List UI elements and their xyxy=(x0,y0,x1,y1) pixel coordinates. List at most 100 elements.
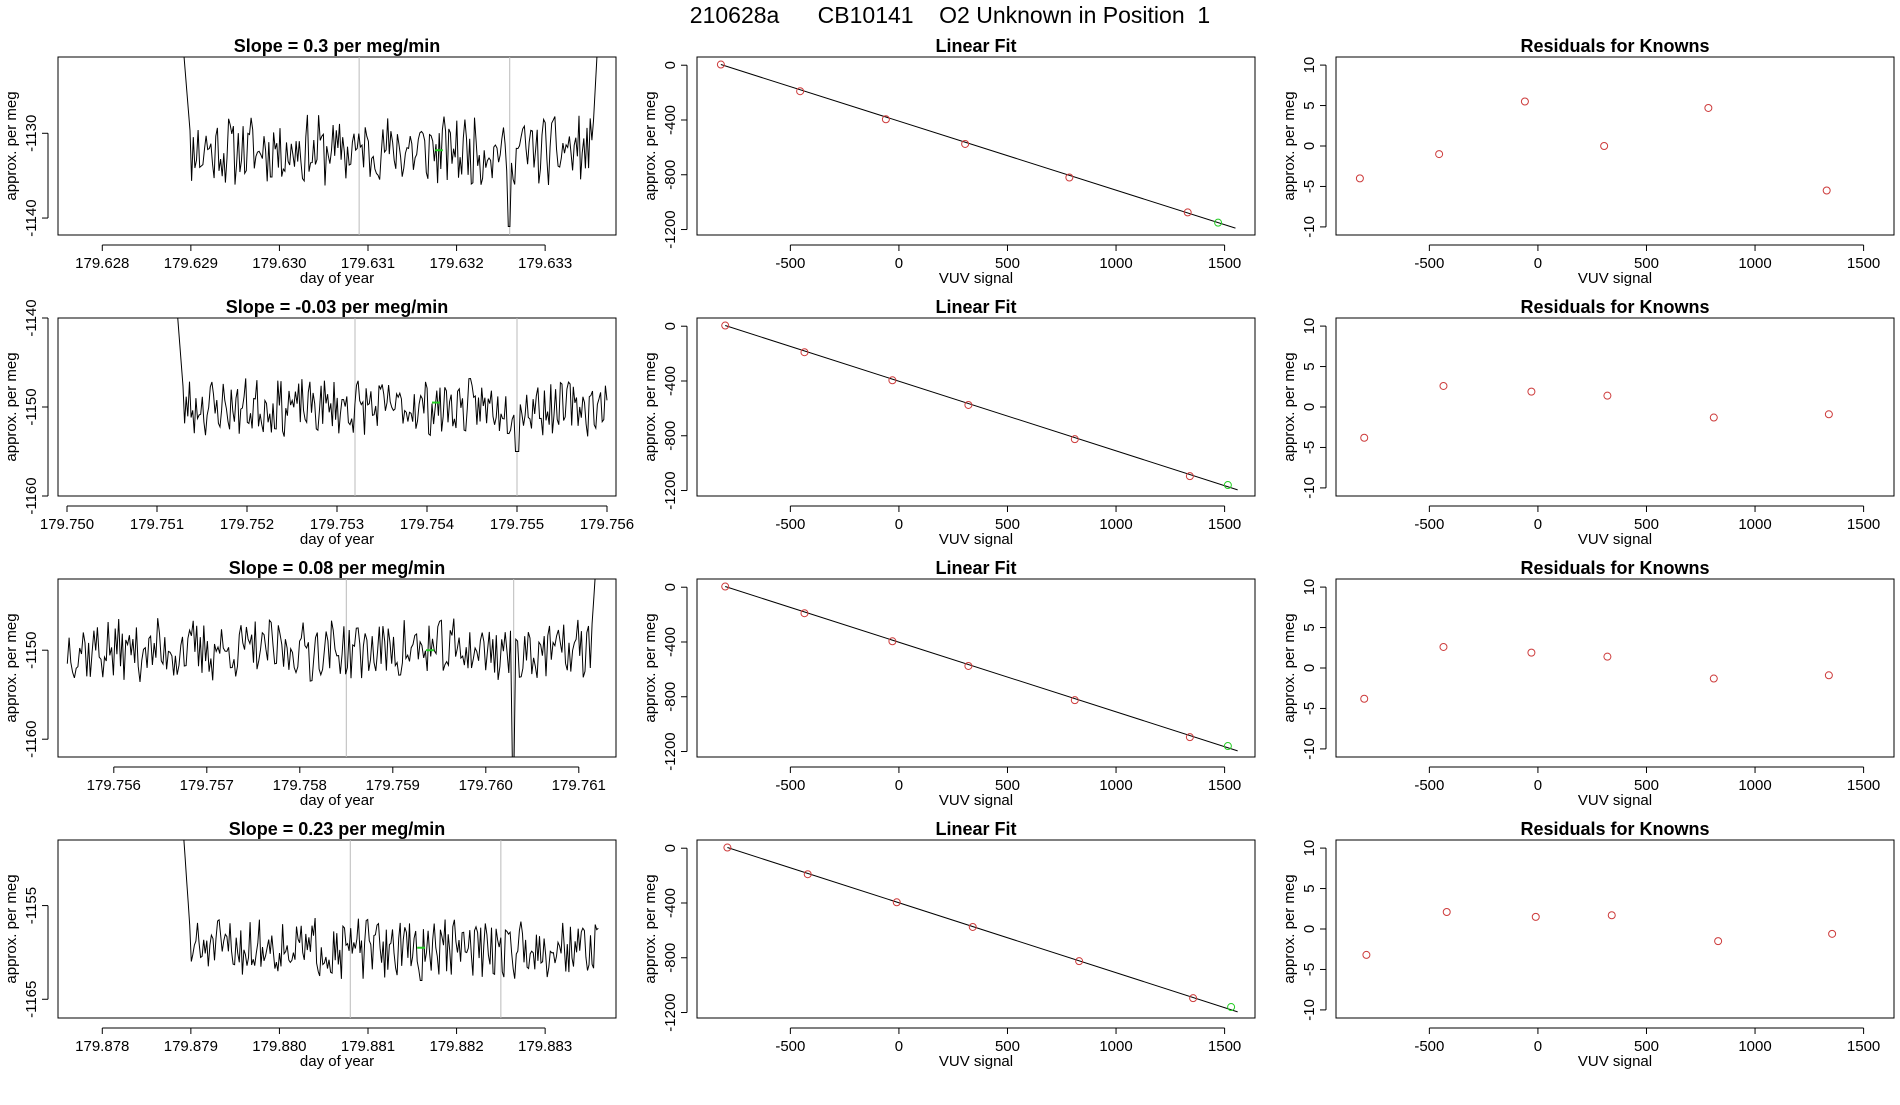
x-tick-label: 1500 xyxy=(1208,255,1241,272)
y-tick-label: -1150 xyxy=(23,388,40,425)
known-point xyxy=(1070,435,1079,444)
known-point xyxy=(1527,648,1536,657)
y-tick-label: -5 xyxy=(1301,963,1318,976)
x-tick-label: 500 xyxy=(1634,516,1659,533)
known-point xyxy=(1442,908,1451,917)
y-tick-label: -400 xyxy=(662,888,679,918)
y-tick-label: 0 xyxy=(1301,142,1318,150)
x-tick-label: 179.882 xyxy=(429,1038,483,1055)
x-tick-label: 1000 xyxy=(1738,777,1771,794)
y-tick-label: -1140 xyxy=(23,199,40,236)
x-tick-label: 179.629 xyxy=(164,255,218,272)
x-axis-label: VUV signal xyxy=(939,1053,1013,1070)
plot-area xyxy=(716,60,1236,229)
panel-title: Slope = 0.3 per meg/min xyxy=(234,36,441,56)
known-point xyxy=(1075,957,1084,966)
known-point xyxy=(964,661,973,670)
unknown-point xyxy=(1223,481,1232,490)
x-tick-label: 1500 xyxy=(1847,516,1880,533)
x-tick-label: -500 xyxy=(1414,777,1444,794)
x-axis-label: VUV signal xyxy=(1578,270,1652,287)
x-tick-label: 179.757 xyxy=(180,777,234,794)
x-tick-label: 179.756 xyxy=(87,777,141,794)
panel-title: Linear Fit xyxy=(935,819,1016,839)
known-point xyxy=(796,87,805,96)
plot-area xyxy=(183,57,598,235)
y-axis-label: approx. per meg xyxy=(642,352,659,461)
x-tick-label: 179.755 xyxy=(490,516,544,533)
plot-frame xyxy=(1335,578,1895,758)
plot-frame xyxy=(57,839,617,1019)
x-tick-label: -500 xyxy=(1414,1038,1444,1055)
y-tick-label: -1200 xyxy=(662,210,679,248)
known-point xyxy=(1603,391,1612,400)
known-point xyxy=(1527,387,1536,396)
y-tick-label: -10 xyxy=(1301,738,1318,760)
fit-line xyxy=(725,325,1238,491)
known-point xyxy=(1709,413,1718,422)
known-point xyxy=(1189,994,1198,1003)
x-tick-label: 179.633 xyxy=(518,255,572,272)
x-tick-label: 179.632 xyxy=(429,255,483,272)
y-axis-label: approx. per meg xyxy=(3,613,20,722)
y-axis-label: approx. per meg xyxy=(3,352,20,461)
x-tick-label: 179.880 xyxy=(252,1038,306,1055)
fit-line xyxy=(720,64,1236,229)
known-point xyxy=(721,582,730,591)
x-axis-label: VUV signal xyxy=(1578,531,1652,548)
y-tick-label: -800 xyxy=(662,160,679,190)
x-tick-label: 0 xyxy=(1534,1038,1542,1055)
x-tick-label: 1000 xyxy=(1738,255,1771,272)
y-tick-label: -10 xyxy=(1301,999,1318,1021)
panel-r2-c1: Slope = -0.03 per meg/min 179.750 179.751 1… xyxy=(3,297,634,548)
figure-title: 210628a CB10141 O2 Unknown in Position 1 xyxy=(689,2,1211,28)
y-tick-label: -400 xyxy=(662,366,679,396)
panel-r4-c2: Linear Fit -500 0 500 1000 1500 VUV signal 0 -40… xyxy=(642,819,1256,1070)
known-point xyxy=(888,637,897,646)
known-point xyxy=(1824,410,1833,419)
x-tick-label: 1000 xyxy=(1738,1038,1771,1055)
y-tick-label: -1160 xyxy=(23,721,40,758)
known-point xyxy=(881,115,890,124)
x-tick-label: 500 xyxy=(995,255,1020,272)
known-point xyxy=(1824,671,1833,680)
known-point xyxy=(1185,472,1194,481)
unknown-point xyxy=(1227,1003,1236,1012)
known-point xyxy=(1065,173,1074,182)
fit-line xyxy=(727,847,1238,1013)
known-point xyxy=(1439,381,1448,390)
x-tick-label: 179.883 xyxy=(518,1038,572,1055)
panel-r3-c1: Slope = 0.08 per meg/min 179.756 179.757 17… xyxy=(3,558,617,809)
plot-frame xyxy=(696,839,1256,1019)
y-tick-label: 0 xyxy=(662,61,679,69)
plot-frame xyxy=(1335,839,1895,1019)
known-point xyxy=(1439,642,1448,651)
x-tick-label: 179.631 xyxy=(341,255,395,272)
y-tick-label: -1155 xyxy=(23,887,40,924)
x-tick-label: 179.750 xyxy=(40,516,94,533)
known-point xyxy=(968,922,977,931)
y-tick-label: -1150 xyxy=(23,632,40,669)
y-tick-label: -5 xyxy=(1301,441,1318,454)
y-axis-label: approx. per meg xyxy=(642,874,659,983)
data-trace xyxy=(177,318,608,452)
unknown-point xyxy=(1223,742,1232,751)
y-tick-label: -400 xyxy=(662,105,679,135)
x-tick-label: 179.760 xyxy=(459,777,513,794)
x-tick-label: -500 xyxy=(1414,255,1444,272)
x-axis-label: VUV signal xyxy=(1578,792,1652,809)
known-point xyxy=(1360,433,1369,442)
y-tick-label: 5 xyxy=(1301,362,1318,370)
x-tick-label: 179.879 xyxy=(164,1038,218,1055)
x-axis-label: VUV signal xyxy=(1578,1053,1652,1070)
x-tick-label: 500 xyxy=(995,1038,1020,1055)
plot-area xyxy=(177,318,608,496)
x-tick-label: 500 xyxy=(1634,255,1659,272)
y-axis-label: approx. per meg xyxy=(1281,352,1298,461)
x-axis-label: day of year xyxy=(300,792,374,809)
y-tick-label: 5 xyxy=(1301,101,1318,109)
y-tick-label: -800 xyxy=(662,421,679,451)
y-tick-label: -10 xyxy=(1301,477,1318,499)
plot-frame xyxy=(57,578,617,758)
